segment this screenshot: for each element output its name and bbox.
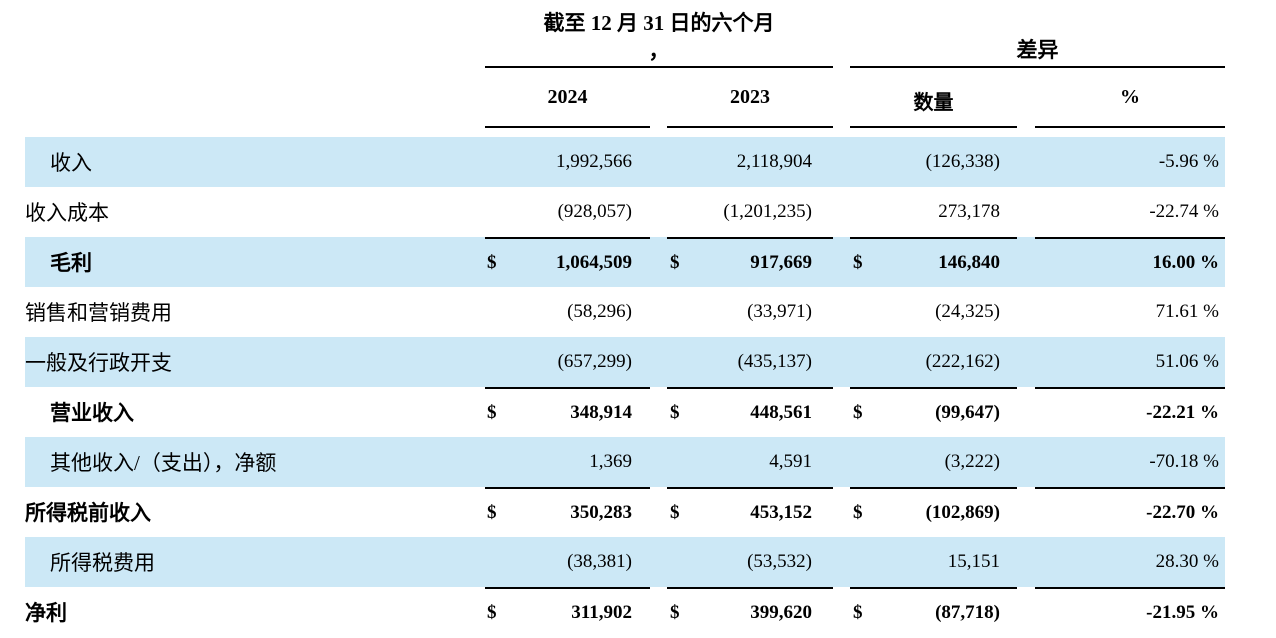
diff-percent: -22.74 % xyxy=(1149,201,1219,222)
group-header-row: 截至 12 月 31 日的六个月 ， 差异 xyxy=(25,0,1225,68)
dollar-sign: $ xyxy=(853,602,863,623)
col-header-2023: 2023 xyxy=(667,68,833,128)
value-2024: (58,296) xyxy=(567,301,632,322)
value-2024: 1,369 xyxy=(589,451,632,472)
col-header-amount: 数量 xyxy=(850,68,1017,128)
diff-amount: $ (87,718) xyxy=(850,587,1017,637)
value-2024: 1,992,566 xyxy=(556,151,632,172)
value-2023: $399,620 xyxy=(667,587,833,637)
period-header-text: 截至 12 月 31 日的六个月 xyxy=(543,11,775,35)
row-label: 营业收入 xyxy=(50,401,134,425)
difference-header-text: 差异 xyxy=(1016,38,1059,62)
diff-amount: (3,222) xyxy=(944,451,1000,472)
diff-amount: $ (102,869) xyxy=(850,487,1017,537)
table-body: 收入 1,992,566 2,118,904 (126,338) -5.96 %… xyxy=(25,137,1225,637)
diff-percent: -5.96 % xyxy=(1158,151,1219,172)
value-2023: 2,118,904 xyxy=(736,151,812,172)
table-row-selling-marketing: 销售和营销费用 (58,296) (33,971) (24,325) 71.61… xyxy=(25,287,1225,337)
diff-percent: 51.06 % xyxy=(1155,351,1219,372)
dollar-sign: $ xyxy=(670,252,680,273)
diff-amount: $ (99,647) xyxy=(850,387,1017,437)
diff-percent: 71.61 % xyxy=(1155,301,1219,322)
table-row-net-income: 净利 $311,902 $399,620 $ (87,718) -21.95 % xyxy=(25,587,1225,637)
row-label: 所得税前收入 xyxy=(25,501,151,525)
row-label: 销售和营销费用 xyxy=(25,301,172,325)
col-header-percent: % xyxy=(1035,68,1225,128)
table-row-operating-income: 营业收入 $348,914 $448,561 $ (99,647) -22.21 … xyxy=(25,387,1225,437)
row-label: 收入 xyxy=(50,151,92,175)
value-2024: (657,299) xyxy=(557,351,632,372)
row-label: 所得税费用 xyxy=(50,551,155,575)
value-2024: $311,902 xyxy=(485,587,650,637)
value-2024: $348,914 xyxy=(485,387,650,437)
table-row-gross-profit: 毛利 $1,064,509 $917,669 $146,840 16.00 % xyxy=(25,237,1225,287)
diff-amount: 273,178 xyxy=(938,201,1000,222)
diff-percent: 28.30 % xyxy=(1155,551,1219,572)
value-2023: (53,532) xyxy=(747,551,812,572)
diff-percent: -70.18 % xyxy=(1149,451,1219,472)
dollar-sign: $ xyxy=(487,402,497,423)
value-2024: $350,283 xyxy=(485,487,650,537)
diff-amount: (222,162) xyxy=(925,351,1000,372)
value-2023: $453,152 xyxy=(667,487,833,537)
value-2023: (435,137) xyxy=(737,351,812,372)
diff-amount: 15,151 xyxy=(947,551,1000,572)
value-2023: 4,591 xyxy=(769,451,812,472)
label-column-spacer xyxy=(25,68,485,128)
diff-percent: 16.00 % xyxy=(1035,237,1225,287)
table-row-other-income: 其他收入/（支出），净额 1,369 4,591 (3,222) -70.18 … xyxy=(25,437,1225,487)
value-2024: (38,381) xyxy=(567,551,632,572)
row-label: 其他收入/（支出），净额 xyxy=(50,451,277,475)
difference-header: 差异 xyxy=(850,8,1225,68)
value-2024: (928,057) xyxy=(557,201,632,222)
value-2023: $448,561 xyxy=(667,387,833,437)
value-2023: (1,201,235) xyxy=(723,201,812,222)
financial-statement-table: 截至 12 月 31 日的六个月 ， 差异 2024 2023 数量 % 收入 … xyxy=(25,0,1225,637)
table-row-income-tax: 所得税费用 (38,381) (53,532) 15,151 28.30 % xyxy=(25,537,1225,587)
dollar-sign: $ xyxy=(853,402,863,423)
row-label: 收入成本 xyxy=(25,201,109,225)
row-label: 净利 xyxy=(25,601,67,625)
dollar-sign: $ xyxy=(487,252,497,273)
diff-percent: -21.95 % xyxy=(1035,587,1225,637)
value-2023: $917,669 xyxy=(667,237,833,287)
value-2024: $1,064,509 xyxy=(485,237,650,287)
period-header: 截至 12 月 31 日的六个月 ， xyxy=(485,8,833,68)
table-row-general-admin: 一般及行政开支 (657,299) (435,137) (222,162) 51… xyxy=(25,337,1225,387)
dollar-sign: $ xyxy=(670,402,680,423)
diff-percent: -22.70 % xyxy=(1035,487,1225,537)
diff-amount: (126,338) xyxy=(925,151,1000,172)
dollar-sign: $ xyxy=(670,502,680,523)
table-row-revenue: 收入 1,992,566 2,118,904 (126,338) -5.96 % xyxy=(25,137,1225,187)
dollar-sign: $ xyxy=(853,502,863,523)
value-2023: (33,971) xyxy=(747,301,812,322)
table-row-cost-of-revenue: 收入成本 (928,057) (1,201,235) 273,178 -22.7… xyxy=(25,187,1225,237)
table-row-income-before-tax: 所得税前收入 $350,283 $453,152 $ (102,869) -22.… xyxy=(25,487,1225,537)
label-column-spacer xyxy=(25,8,485,68)
row-label: 毛利 xyxy=(50,251,92,275)
diff-amount: $146,840 xyxy=(850,237,1017,287)
col-header-2024: 2024 xyxy=(485,68,650,128)
dollar-sign: $ xyxy=(853,252,863,273)
row-label: 一般及行政开支 xyxy=(25,351,172,375)
diff-amount: (24,325) xyxy=(935,301,1000,322)
diff-percent: -22.21 % xyxy=(1035,387,1225,437)
dollar-sign: $ xyxy=(487,502,497,523)
period-header-comma: ， xyxy=(648,39,670,63)
dollar-sign: $ xyxy=(487,602,497,623)
column-header-row: 2024 2023 数量 % xyxy=(25,68,1225,128)
dollar-sign: $ xyxy=(670,602,680,623)
